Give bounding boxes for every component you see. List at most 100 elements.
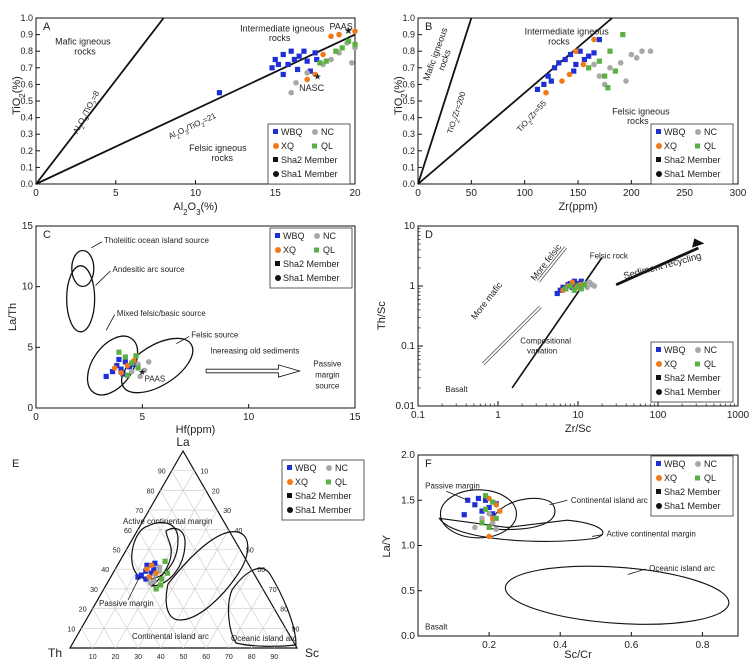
legend-ql-label: QL bbox=[704, 473, 716, 483]
legend-sha1-label: Sha1 Member bbox=[664, 501, 721, 511]
legend-nc-marker bbox=[326, 465, 332, 471]
panel-a-point-ql bbox=[339, 45, 345, 51]
panel-b-point-wbq bbox=[548, 78, 554, 84]
panel-c-leader bbox=[91, 241, 103, 249]
panel-c-ytick-label: 10 bbox=[22, 282, 34, 293]
panel-a-ytick-label: 0.7 bbox=[20, 63, 33, 73]
legend-ql-marker bbox=[695, 361, 700, 367]
panel-b-point-xq bbox=[580, 61, 587, 68]
panel-a-intermediate-label: Intermediate igneous bbox=[240, 23, 325, 33]
legend-xq-marker bbox=[275, 247, 281, 253]
legend-wbq-label: WBQ bbox=[281, 127, 303, 137]
panel-b-point-wbq bbox=[541, 81, 547, 87]
panel-f-active-label: Active continental margin bbox=[606, 529, 695, 538]
panel-d-point-wbq bbox=[554, 290, 560, 297]
legend-wbq-marker bbox=[287, 465, 292, 470]
panel-b-point-xq bbox=[591, 36, 597, 43]
panel-f-active-field bbox=[438, 517, 604, 542]
panel-d-letter: D bbox=[425, 229, 433, 241]
panel-d-point-nc bbox=[591, 283, 598, 289]
panel-e-point-wbq bbox=[152, 560, 158, 566]
panel-f-xtick-label: 0.6 bbox=[624, 640, 638, 651]
panel-d-point-ql bbox=[567, 283, 573, 289]
panel-b-xtick-label: 200 bbox=[623, 188, 640, 199]
legend-sha1-marker bbox=[656, 503, 662, 509]
panel-b-point-nc bbox=[633, 55, 640, 61]
panel-e-legend: WBQ NC XQ QL Sha2 Member Sha1 Member bbox=[281, 459, 365, 521]
panel-f-xtick-label: 0.2 bbox=[482, 640, 496, 651]
panel-c-leader bbox=[95, 270, 111, 286]
panel-d-xtick-label: 1 bbox=[495, 410, 501, 421]
panel-d-mafic-label: More mafic bbox=[469, 280, 505, 322]
panel-e-active-field bbox=[150, 527, 186, 587]
panel-b-ratio-line bbox=[417, 17, 473, 185]
panel-e-tick-label: 70 bbox=[225, 654, 233, 661]
panel-c-point-wbq bbox=[103, 373, 109, 380]
panel-e-point-ql bbox=[153, 586, 159, 592]
panel-a-point-ql bbox=[317, 60, 323, 66]
panel-d-comp-label: Compositional bbox=[520, 337, 571, 346]
panel-b-point-wbq bbox=[567, 51, 574, 58]
panel-c-paas-label: PAAS bbox=[144, 374, 165, 383]
panel-f-legend: WBQ NC XQ QL Sha2 Member Sha1 Member bbox=[650, 455, 734, 517]
panel-a-point-nc bbox=[288, 89, 295, 96]
panel-f-point-ql bbox=[490, 499, 496, 505]
panel-b-xtick-label: 300 bbox=[730, 188, 747, 199]
panel-e-point-ql bbox=[159, 576, 165, 582]
legend-nc-marker bbox=[314, 233, 320, 239]
panel-f-ytick-label: 1.0 bbox=[401, 541, 415, 552]
panel-b-point-wbq bbox=[545, 73, 551, 79]
panel-a-point-wbq bbox=[280, 51, 286, 58]
panel-d-legend: WBQ NC XQ QL Sha2 Member Sha1 Member bbox=[650, 341, 734, 403]
panel-a-mafic-label2: rocks bbox=[74, 47, 96, 57]
panel-a-line8-label: Al2O3/TiO2=8 bbox=[71, 89, 104, 137]
panel-f-point-ql bbox=[493, 515, 499, 521]
panel-e-point-nc bbox=[147, 580, 154, 586]
legend-xq-label: XQ bbox=[664, 359, 677, 369]
panel-b-felsic-label: Felsic igneous bbox=[612, 106, 670, 116]
legend-ql-marker bbox=[314, 247, 319, 253]
legend-nc-marker bbox=[695, 347, 701, 353]
panel-b-xtick-label: 100 bbox=[516, 188, 533, 199]
legend-sha1-marker bbox=[287, 507, 293, 513]
legend-xq-label: XQ bbox=[664, 141, 677, 151]
panel-c-xlabel: Hf(ppm) bbox=[176, 424, 216, 436]
panel-c-point-xq bbox=[124, 362, 131, 369]
panel-a-ytick-label: 1.0 bbox=[20, 13, 33, 23]
legend-sha2-marker bbox=[656, 157, 661, 162]
panel-a-xtick-label: 5 bbox=[113, 188, 119, 199]
panel-f-point-wbq bbox=[475, 495, 482, 502]
panel-e-grid bbox=[92, 470, 195, 649]
panel-f-ytick-label: 2.0 bbox=[401, 450, 415, 461]
legend-xq-label: XQ bbox=[664, 473, 677, 483]
panel-a-ylabel: TiO2(%) bbox=[11, 76, 27, 115]
panel-f-point-wbq bbox=[472, 502, 478, 508]
panel-c-point-nc bbox=[145, 359, 152, 365]
panel-b-point-nc bbox=[639, 48, 645, 54]
panel-d-xtick-label: 0.1 bbox=[411, 410, 425, 421]
legend-ql-marker bbox=[695, 143, 700, 149]
panel-c-felsic-label: Felsic source bbox=[191, 331, 239, 340]
panel-f-ytick-label: 0.5 bbox=[401, 586, 415, 597]
panel-d-felsic-label: More felsic bbox=[529, 242, 564, 283]
panel-f: 0.0 0.5 1.0 1.5 2.0 0.2 0.4 0.6 0.8 F Passive marg… bbox=[381, 450, 739, 661]
panel-f-point-ql bbox=[482, 506, 489, 512]
legend-wbq-label: WBQ bbox=[664, 127, 686, 137]
legend-xq-label: XQ bbox=[295, 477, 308, 487]
legend-sha2-marker bbox=[273, 157, 278, 162]
panel-f-point-nc bbox=[489, 520, 496, 526]
legend-ql-label: QL bbox=[323, 245, 335, 255]
panel-e-tick-label: 20 bbox=[212, 488, 220, 495]
panel-b-point-wbq bbox=[573, 61, 579, 68]
panel-e-tick-label: 80 bbox=[280, 607, 288, 614]
legend-wbq-marker bbox=[656, 461, 661, 466]
panel-d-felsic-arrow-inner bbox=[537, 246, 567, 282]
panel-a-point-ql bbox=[333, 48, 339, 54]
panel-e-tick-label: 70 bbox=[135, 508, 143, 515]
legend-ql-label: QL bbox=[704, 359, 716, 369]
legend-box bbox=[281, 459, 365, 521]
panel-f-leader bbox=[549, 499, 568, 506]
panel-a-point-xq bbox=[336, 31, 342, 38]
panel-b-xlabel: Zr(ppm) bbox=[558, 201, 597, 213]
panel-a-point-ql bbox=[323, 58, 329, 64]
